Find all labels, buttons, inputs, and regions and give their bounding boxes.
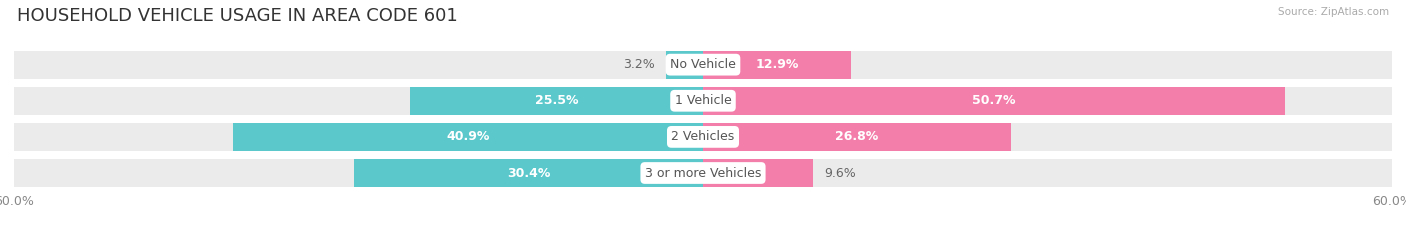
Bar [14, 51, 1392, 79]
Text: No Vehicle: No Vehicle [671, 58, 735, 71]
Text: 30.4%: 30.4% [506, 167, 550, 179]
Bar [703, 87, 1285, 115]
Bar [703, 51, 851, 79]
Bar [14, 159, 1392, 187]
Bar [666, 51, 703, 79]
Bar [703, 123, 1011, 151]
Bar [233, 123, 703, 151]
Text: 50.7%: 50.7% [973, 94, 1015, 107]
Bar [14, 87, 1392, 115]
Text: 3 or more Vehicles: 3 or more Vehicles [645, 167, 761, 179]
Text: 9.6%: 9.6% [825, 167, 856, 179]
Text: 26.8%: 26.8% [835, 130, 879, 143]
Text: 1 Vehicle: 1 Vehicle [675, 94, 731, 107]
Bar [14, 123, 1392, 151]
Text: 25.5%: 25.5% [534, 94, 578, 107]
Text: 2 Vehicles: 2 Vehicles [672, 130, 734, 143]
Bar [354, 159, 703, 187]
Bar [411, 87, 703, 115]
Text: Source: ZipAtlas.com: Source: ZipAtlas.com [1278, 7, 1389, 17]
Text: 3.2%: 3.2% [623, 58, 655, 71]
Bar [703, 159, 813, 187]
Text: 40.9%: 40.9% [447, 130, 489, 143]
Text: 12.9%: 12.9% [755, 58, 799, 71]
Text: HOUSEHOLD VEHICLE USAGE IN AREA CODE 601: HOUSEHOLD VEHICLE USAGE IN AREA CODE 601 [17, 7, 457, 25]
